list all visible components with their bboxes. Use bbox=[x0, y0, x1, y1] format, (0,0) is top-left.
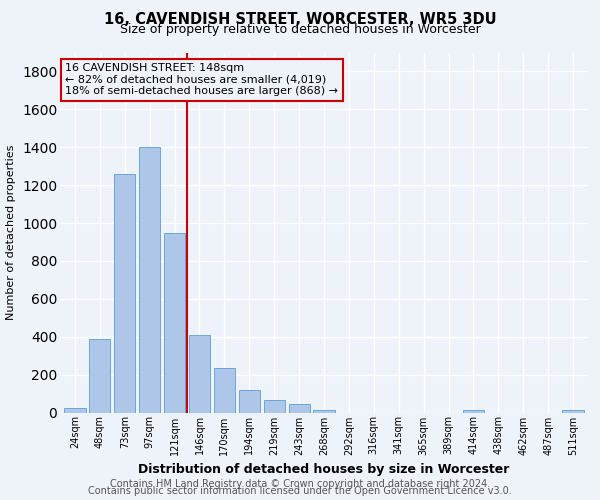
Bar bbox=[562, 410, 584, 412]
Bar bbox=[239, 390, 260, 412]
Bar bbox=[89, 338, 110, 412]
Text: Contains public sector information licensed under the Open Government Licence v3: Contains public sector information licen… bbox=[88, 486, 512, 496]
Bar bbox=[189, 335, 210, 412]
Text: 16 CAVENDISH STREET: 148sqm
← 82% of detached houses are smaller (4,019)
18% of : 16 CAVENDISH STREET: 148sqm ← 82% of det… bbox=[65, 64, 338, 96]
Text: 16, CAVENDISH STREET, WORCESTER, WR5 3DU: 16, CAVENDISH STREET, WORCESTER, WR5 3DU bbox=[104, 12, 496, 28]
X-axis label: Distribution of detached houses by size in Worcester: Distribution of detached houses by size … bbox=[139, 463, 509, 476]
Bar bbox=[313, 410, 335, 412]
Bar bbox=[214, 368, 235, 412]
Bar bbox=[64, 408, 86, 412]
Bar bbox=[164, 232, 185, 412]
Bar bbox=[289, 404, 310, 412]
Text: Size of property relative to detached houses in Worcester: Size of property relative to detached ho… bbox=[119, 22, 481, 36]
Bar bbox=[114, 174, 136, 412]
Text: Contains HM Land Registry data © Crown copyright and database right 2024.: Contains HM Land Registry data © Crown c… bbox=[110, 479, 490, 489]
Y-axis label: Number of detached properties: Number of detached properties bbox=[7, 145, 16, 320]
Bar bbox=[263, 400, 285, 412]
Bar bbox=[139, 147, 160, 412]
Bar bbox=[463, 410, 484, 412]
